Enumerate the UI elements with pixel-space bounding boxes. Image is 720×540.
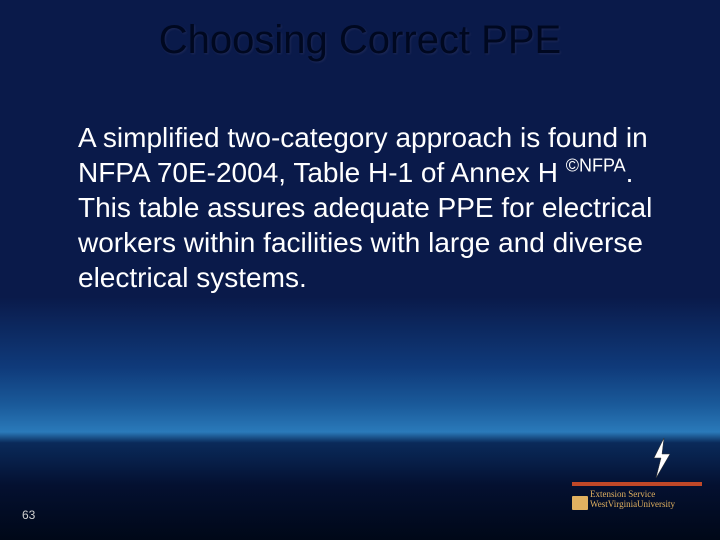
slide-number: 63: [22, 508, 35, 522]
logo-line2: WestVirginiaUniversity: [590, 499, 675, 509]
slide-container: Choosing Correct PPE A simplified two-ca…: [0, 0, 720, 540]
body-pre: A simplified two-category approach is fo…: [78, 122, 648, 188]
logo-line1: Extension Service: [590, 489, 655, 499]
logo-text: Extension Service WestVirginiaUniversity: [590, 490, 675, 510]
footer-logo: Extension Service WestVirginiaUniversity: [572, 482, 702, 530]
logo-divider: [572, 482, 702, 486]
slide-title: Choosing Correct PPE: [0, 18, 720, 63]
slide-body: A simplified two-category approach is fo…: [78, 120, 658, 295]
lightning-icon: [648, 436, 676, 480]
body-sup: ©NFPA: [566, 156, 626, 176]
wv-mark-icon: [572, 496, 588, 510]
